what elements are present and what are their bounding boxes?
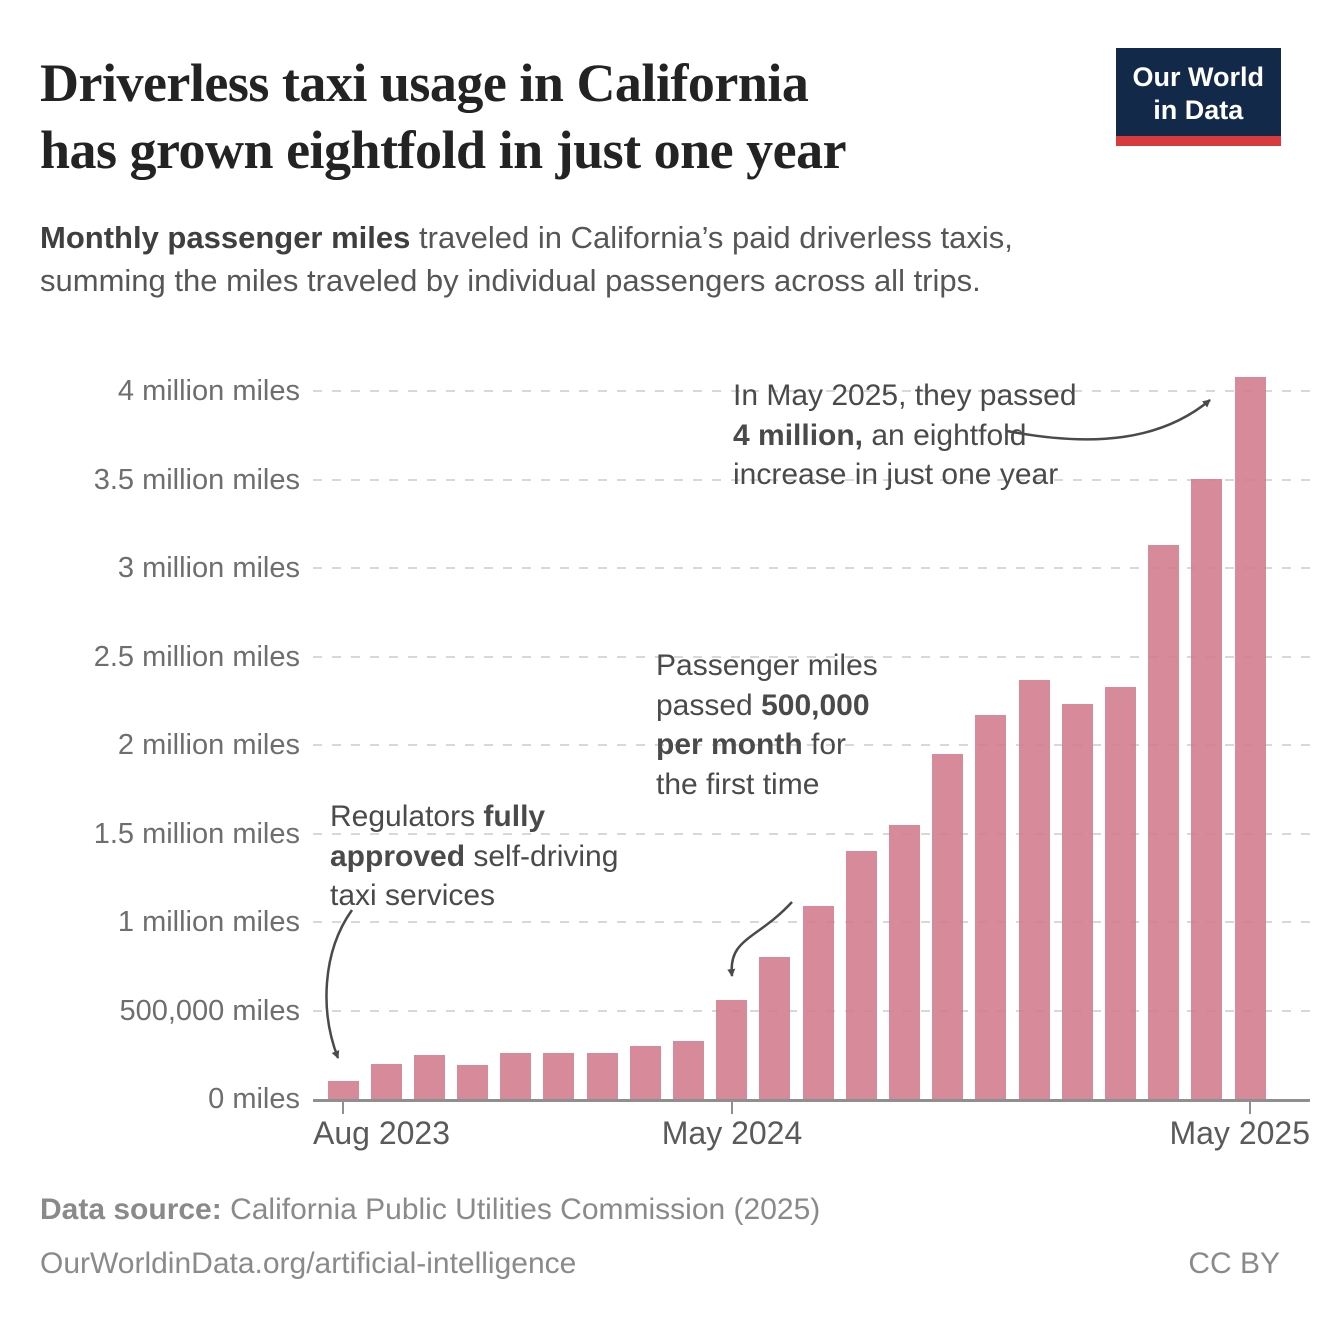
annotation-text-bold: 500,000 [761,688,870,722]
x-axis-tick [1249,1102,1251,1114]
x-tick-label-Aug-2023: Aug 2023 [313,1115,451,1151]
bar-Mar-2025[interactable] [1148,545,1179,1099]
annotation-text-bold: per month [656,728,803,762]
page-title: Driverless taxi usage in California has … [40,50,1100,184]
bar-Sep-2023[interactable] [371,1064,402,1099]
chart-subtitle: Monthly passenger miles traveled in Cali… [40,216,1270,303]
gridline-4-million-miles [313,390,1310,392]
y-axis-label: 2.5 million miles [93,640,300,673]
bar-May-2024[interactable] [716,1000,747,1099]
data-source-label: Data source: [40,1193,222,1226]
annotation-text: an eightfold [863,418,1027,452]
x-tick-label-May-2024: May 2024 [661,1115,803,1151]
annotation-line: 4 million, an eightfold [733,416,1077,456]
x-axis-tick [342,1102,344,1114]
y-axis-label: 1 million miles [117,906,300,938]
y-axis-label: 3.5 million miles [93,463,300,496]
owid-logo-line-2: in Data [1153,94,1244,125]
owid-logo-line-1: Our World [1132,62,1265,92]
annotation-text: for [802,728,847,762]
arrow-regulators-approval [325,909,354,1059]
annotation-text: Regulators [330,800,484,833]
bar-Mar-2024[interactable] [630,1046,661,1099]
annotation-text-bold: approved [330,839,466,873]
x-tick-label-May-2025: May 2025 [1169,1115,1310,1151]
annotation-line: Regulators fully [330,797,618,837]
x-axis-tick [731,1102,733,1114]
y-axis-label: 0 miles [208,1083,300,1115]
bar-Dec-2024[interactable] [1019,680,1050,1099]
annotation-text: passed [656,688,762,722]
bar-Nov-2023[interactable] [457,1065,488,1099]
title-line-1: Driverless taxi usage in California [40,53,809,113]
data-source-line: Data source: California Public Utilities… [40,1193,820,1227]
annotation-text: Passenger miles [656,649,878,682]
annotation-passed-4-million: In May 2025, they passed 4 million, an ei… [733,376,1077,495]
annotation-text: In May 2025, they passed [733,379,1077,412]
subtitle-line-2: summing the miles traveled by individual… [40,263,981,299]
subtitle-rest: traveled in California’s paid driverless… [410,220,1013,255]
annotation-text-bold: 4 million, [733,418,864,452]
bar-Aug-2023[interactable] [328,1081,359,1099]
annotation-text: the first time [656,767,820,801]
y-axis-label: 1.5 million miles [93,817,300,850]
annotation-line: increase in just one year [733,455,1077,495]
y-axis-label: 4 million miles [117,375,300,407]
bar-Apr-2024[interactable] [673,1041,704,1099]
bar-Feb-2025[interactable] [1105,687,1136,1099]
gridline-1.5-million-miles [313,832,1310,835]
bar-Sep-2024[interactable] [889,825,920,1099]
gridline-3.5-million-miles [313,478,1310,481]
y-axis-label: 3 million miles [117,552,300,584]
annotation-text-bold: fully [483,800,546,833]
bar-Oct-2024[interactable] [932,754,963,1099]
bar-Dec-2023[interactable] [500,1053,531,1099]
y-axis-label: 2 million miles [117,729,300,761]
bar-Jan-2024[interactable] [543,1053,574,1099]
gridline-2-million-miles [313,744,1310,746]
bar-May-2025[interactable] [1235,377,1266,1099]
owid-logo: Our World in Data [1115,48,1281,146]
annotation-line: the first time [656,765,878,805]
gridline-3-million-miles [313,567,1310,569]
annotation-line: Passenger miles [656,646,878,686]
owid-url: OurWorldinData.org/artificial-intelligen… [40,1247,577,1280]
annotation-text: increase in just one year [733,458,1059,492]
title-line-2: has grown eightfold in just one year [40,119,847,180]
license-badge: CC BY [1188,1247,1280,1280]
bar-Feb-2024[interactable] [587,1053,618,1099]
bar-Jan-2025[interactable] [1062,704,1093,1099]
bar-Aug-2024[interactable] [846,851,877,1099]
annotation-line: taxi services [330,876,618,916]
bar-Oct-2023[interactable] [414,1055,445,1099]
gridline-2.5-million-miles [313,655,1310,658]
annotation-line: per month for [656,725,878,765]
data-source-text: California Public Utilities Commission (… [221,1193,821,1226]
annotation-text: taxi services [330,879,496,913]
annotation-line: In May 2025, they passed [733,376,1077,416]
annotation-passed-500k: Passenger miles passed 500,000 per month f… [656,646,878,804]
bar-Jun-2024[interactable] [759,957,790,1099]
bar-Nov-2024[interactable] [975,715,1006,1099]
subtitle-bold: Monthly passenger miles [40,220,411,255]
annotation-line: passed 500,000 [656,686,878,726]
bar-Apr-2025[interactable] [1191,479,1222,1099]
bar-Jul-2024[interactable] [803,906,834,1099]
y-axis-label: 500,000 miles [119,994,300,1027]
x-axis-line [313,1099,1310,1102]
annotation-regulators-approval: Regulators fully approved self-driving tax… [330,797,618,916]
annotation-line: approved self-driving [330,837,618,877]
subtitle-line-1: Monthly passenger miles traveled in Cali… [40,216,1270,259]
annotation-text: self-driving [465,839,619,873]
